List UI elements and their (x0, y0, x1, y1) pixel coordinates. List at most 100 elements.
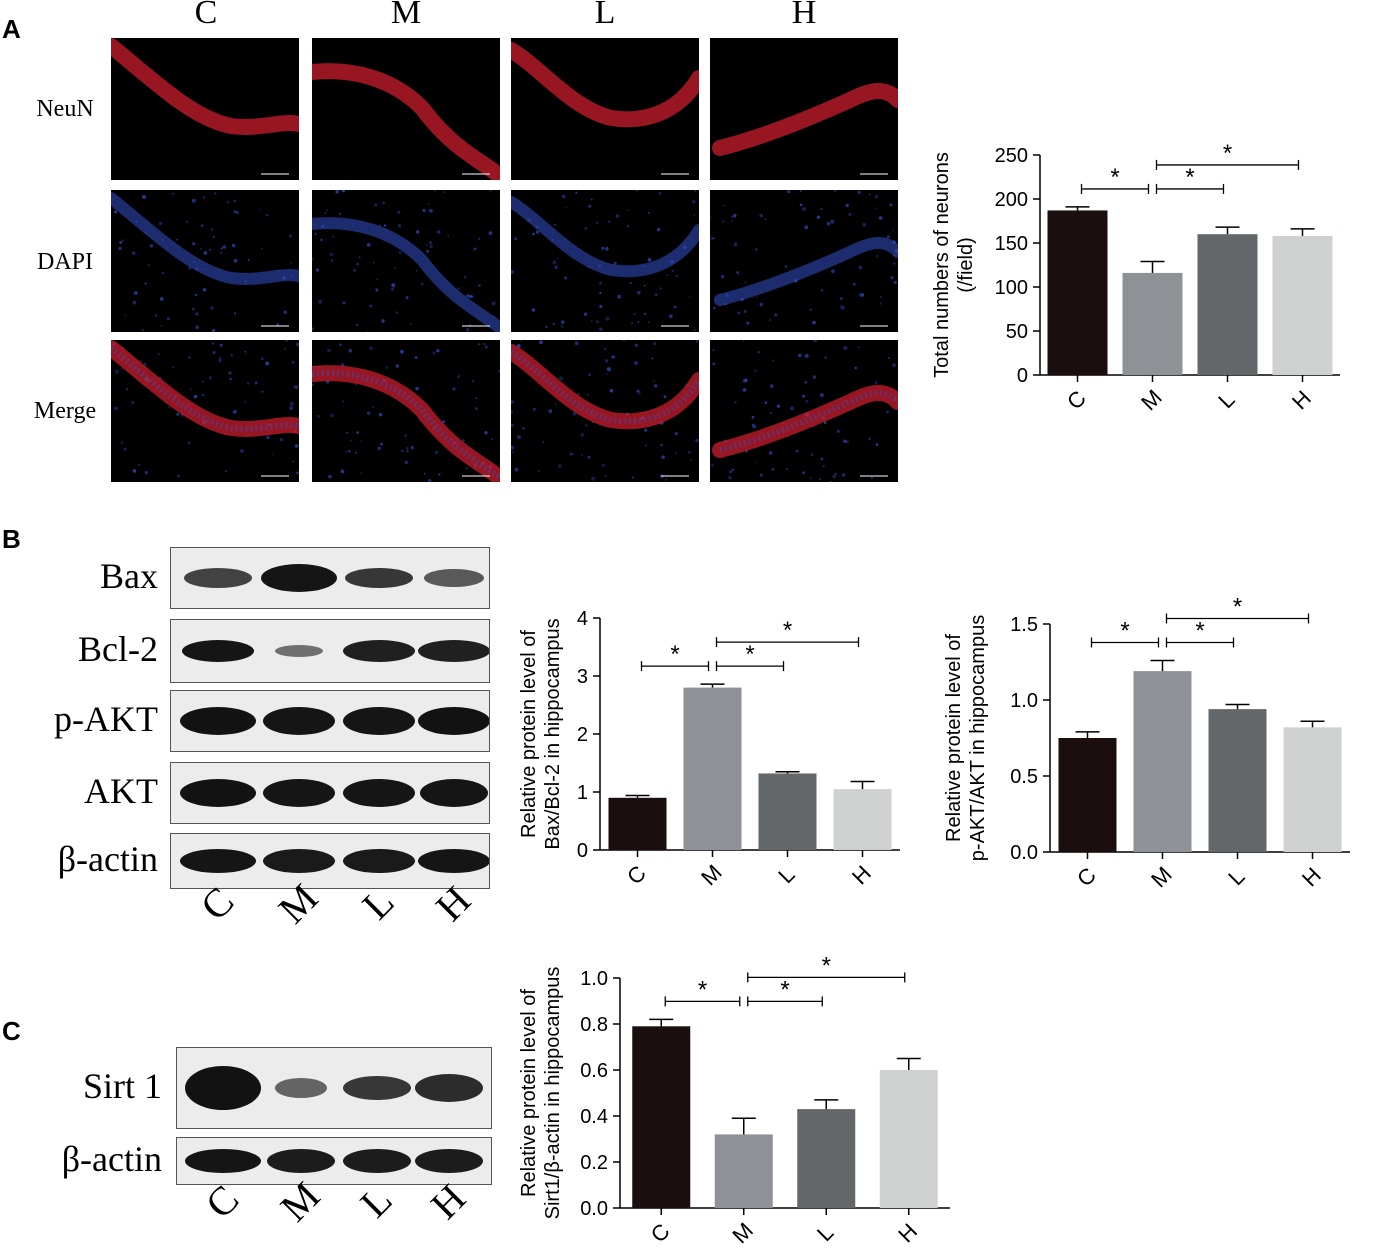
nucleus-dot (415, 230, 420, 234)
nucleus-dot (558, 376, 563, 381)
nucleus-dot (878, 216, 883, 220)
nucleus-dot (804, 380, 808, 384)
significance-star: * (783, 617, 792, 644)
nucleus-dot (176, 238, 178, 241)
nucleus-dot (809, 308, 812, 311)
micrograph-image (111, 190, 299, 332)
x-tick-label: M (1146, 862, 1177, 893)
nucleus-dot (429, 208, 433, 213)
micrograph-image (710, 340, 898, 482)
blot-strip (170, 619, 490, 683)
x-tick-label: H (893, 1218, 922, 1247)
nucleus-dot (731, 215, 734, 219)
nucleus-dot (330, 259, 334, 262)
nucleus-dot (131, 251, 136, 255)
nucleus-dot (580, 433, 585, 437)
nucleus-dot (194, 293, 198, 297)
micrograph-row-header: Merge (33, 398, 97, 424)
y-tick-label: 100 (995, 277, 1028, 299)
nucleus-dot (466, 328, 470, 332)
nucleus-dot (768, 451, 773, 455)
nucleus-dot (590, 319, 593, 322)
nucleus-dot (879, 302, 882, 305)
nucleus-dot (854, 366, 857, 370)
nucleus-dot (742, 388, 747, 392)
nucleus-dot (595, 320, 599, 324)
nucleus-dot (776, 404, 780, 408)
bar (632, 1026, 691, 1208)
significance-bracket (664, 996, 741, 1007)
micrograph-column-header: H (791, 0, 817, 31)
x-tick-label: L (812, 1220, 838, 1246)
blot-bands (185, 1149, 483, 1173)
significance-star: * (1110, 164, 1119, 191)
nucleus-dot (218, 357, 222, 360)
nucleus-dot (890, 276, 894, 280)
nucleus-dot (210, 228, 214, 231)
nucleus-dot (588, 373, 591, 376)
nucleus-dot (342, 400, 345, 403)
micrograph-image (511, 190, 699, 332)
nucleus-dot (219, 343, 223, 347)
protein-band (275, 645, 323, 657)
cell-layer-band (312, 63, 500, 180)
nucleus-dot (332, 235, 335, 238)
micrograph-canvas (111, 340, 299, 478)
nucleus-dot (874, 207, 877, 210)
nucleus-dot (353, 268, 357, 272)
protein-band (184, 568, 252, 588)
protein-band (343, 707, 415, 735)
nucleus-dot (755, 461, 757, 464)
nucleus-dot (326, 209, 329, 212)
significance-bracket (1155, 159, 1300, 170)
nucleus-dot (643, 312, 647, 315)
nucleus-dot (786, 468, 789, 470)
nucleus-dot (211, 329, 216, 332)
nucleus-dot (690, 459, 693, 462)
nucleus-dot (246, 382, 250, 385)
nucleus-dot (693, 214, 696, 217)
nucleus-dot (583, 312, 588, 316)
nucleus-dot (862, 222, 867, 227)
bar (714, 1134, 773, 1208)
cell-layer-band (312, 365, 500, 482)
nucleus-dot (733, 214, 737, 218)
protein-band (343, 1149, 411, 1173)
nucleus-dot (391, 283, 396, 288)
nucleus-dot (643, 284, 646, 287)
blot-bands (184, 564, 484, 592)
nucleus-dot (653, 380, 655, 382)
micrograph-canvas (712, 83, 898, 175)
nucleus-dot (397, 210, 401, 214)
protein-band (345, 568, 413, 588)
nucleus-dot (569, 452, 573, 456)
nucleus-dot (202, 196, 205, 199)
y-tick-label: 0 (577, 840, 588, 862)
nucleus-dot (254, 381, 258, 385)
nucleus-dot (289, 401, 294, 406)
protein-band (343, 849, 415, 873)
micrograph-column-header: L (594, 0, 616, 31)
protein-band (343, 1076, 411, 1100)
bar (797, 1109, 856, 1208)
nucleus-dot (195, 325, 200, 330)
nucleus-dot (552, 323, 555, 326)
significance-star: * (1223, 140, 1232, 167)
nucleus-dot (162, 272, 164, 275)
nucleus-dot (799, 203, 803, 207)
nucleus-dot (289, 234, 292, 238)
nucleus-dot (744, 281, 747, 284)
protein-band (180, 779, 256, 807)
nucleus-dot (892, 363, 896, 367)
nucleus-dot (141, 328, 145, 332)
nucleus-dot (284, 348, 286, 350)
nucleus-dot (436, 230, 441, 234)
y-tick-label: 0.8 (580, 1014, 608, 1036)
nucleus-dot (144, 282, 147, 285)
nucleus-dot (519, 340, 522, 342)
nucleus-dot (124, 314, 127, 316)
nucleus-dot (816, 215, 821, 219)
nucleus-dot (574, 341, 579, 346)
nucleus-dot (565, 206, 567, 209)
nucleus-dot (674, 431, 678, 436)
